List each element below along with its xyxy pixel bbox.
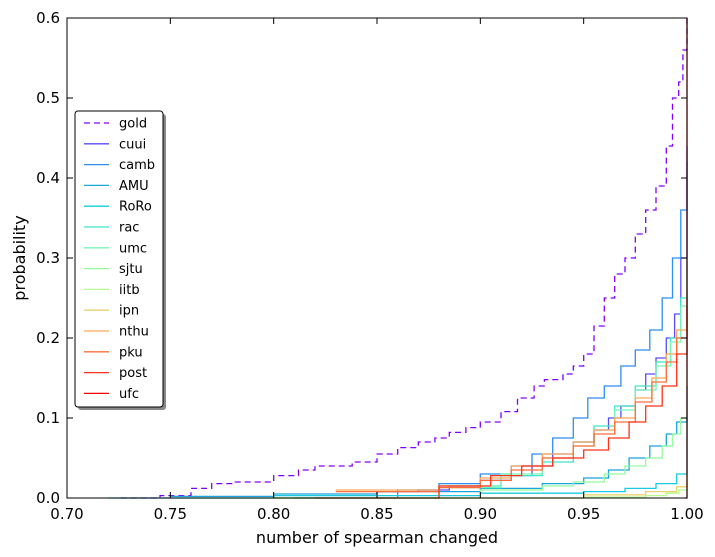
legend-label-rac: rac (119, 221, 139, 236)
x-tick-label: 1.00 (670, 505, 703, 523)
legend-label-ufc: ufc (119, 387, 139, 402)
legend-label-cuui: cuui (119, 137, 146, 152)
legend-label-post: post (119, 366, 147, 381)
x-tick-label: 0.90 (464, 505, 497, 523)
x-axis-title: number of spearman changed (256, 528, 498, 547)
x-tick-label: 0.85 (360, 505, 393, 523)
y-axis-title: probability (10, 215, 29, 300)
y-tick-label: 0.1 (36, 409, 60, 427)
x-tick-label: 0.70 (50, 505, 83, 523)
series-line-roro (108, 418, 688, 499)
y-tick-label: 0.5 (36, 89, 60, 107)
legend-box (74, 110, 164, 408)
y-tick-label: 0.4 (36, 169, 60, 187)
x-tick-label: 0.80 (257, 505, 290, 523)
legend-label-amu: AMU (119, 179, 149, 194)
legend: gold cuui camb AMU RoRo rac umc sjtu iitb ipn nthu… (74, 110, 166, 410)
y-tick-label: 0.3 (36, 249, 60, 267)
series-line-nthu (335, 290, 688, 491)
x-tick-label: 0.95 (567, 505, 600, 523)
legend-label-camb: camb (119, 158, 155, 173)
y-tick-label: 0.6 (36, 9, 60, 27)
x-tick-label: 0.75 (154, 505, 187, 523)
legend-label-nthu: nthu (119, 325, 149, 340)
legend-label-roro: RoRo (119, 200, 152, 215)
legend-label-iitb: iitb (119, 283, 140, 298)
y-tick-label: 0.0 (36, 489, 60, 507)
legend-label-gold: gold (119, 117, 147, 132)
legend-label-pku: pku (119, 345, 143, 360)
series-line-pku (335, 298, 688, 493)
y-tick-label: 0.2 (36, 329, 60, 347)
series-line-sjtu (273, 410, 688, 499)
legend-label-umc: umc (119, 241, 147, 256)
ticks-layer: 0.70 0.75 0.80 0.85 0.90 0.95 1.00 0.0 0.1 0.2 0.3… (36, 9, 704, 523)
legend-label-ipn: ipn (119, 304, 139, 319)
series-line-gold (120, 18, 688, 499)
legend-label-sjtu: sjtu (119, 262, 143, 277)
series-line-post (315, 306, 688, 499)
